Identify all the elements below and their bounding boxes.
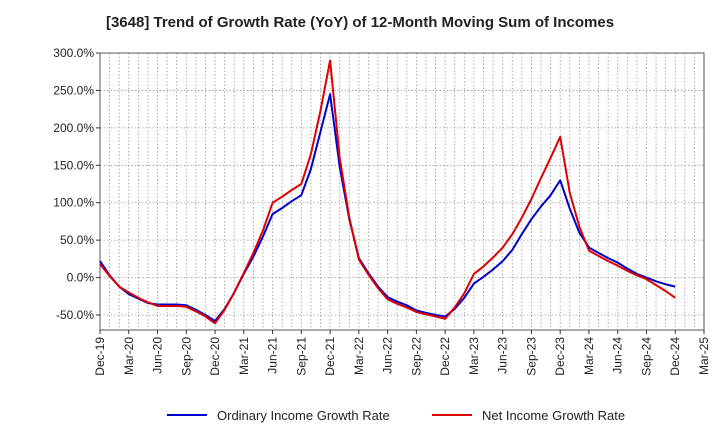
y-tick-label: 150.0% [53, 158, 94, 172]
x-tick-label: Sep-22 [409, 337, 423, 376]
series-line-net-income [99, 59, 676, 325]
x-tick-label: Mar-24 [582, 337, 596, 375]
y-tick-label: -50.0% [56, 308, 94, 322]
legend-item-net: Net Income Growth Rate [432, 405, 625, 425]
x-tick-label: Jun-24 [611, 337, 625, 374]
x-tick-label: Jun-23 [496, 337, 510, 374]
x-tick-label: Sep-23 [524, 337, 538, 376]
series-layer [99, 59, 676, 325]
legend-swatch-ordinary [167, 414, 207, 416]
chart-title: [3648] Trend of Growth Rate (YoY) of 12-… [105, 14, 615, 31]
axis-layer: 300.0% 250.0% 200.0% 150.0% 100.0% 50.0% 0.0% -… [53, 46, 711, 376]
y-tick-label: 250.0% [53, 83, 94, 97]
legend-label-net: Net Income Growth Rate [482, 407, 626, 423]
y-tick-label: 50.0% [60, 233, 94, 247]
x-tick-label: Sep-20 [179, 337, 193, 376]
x-tick-label: Mar-23 [467, 337, 481, 375]
legend-swatch-net [432, 414, 472, 416]
series-line-ordinary-income [99, 93, 676, 322]
x-tick-label: Mar-20 [122, 337, 136, 375]
x-tick-label: Dec-23 [553, 337, 567, 376]
x-tick-label: Dec-19 [93, 337, 107, 376]
legend: Ordinary Income Growth Rate Net Income G… [0, 405, 720, 425]
x-tick-label: Sep-24 [639, 337, 653, 376]
legend-label-ordinary: Ordinary Income Growth Rate [217, 407, 390, 423]
x-tick-label: Jun-22 [381, 337, 395, 374]
x-tick-label: Mar-22 [352, 337, 366, 375]
y-tick-label: 0.0% [67, 271, 95, 285]
x-tick-label: Dec-20 [208, 337, 222, 376]
legend-item-ordinary: Ordinary Income Growth Rate [167, 405, 390, 425]
y-tick-label: 100.0% [53, 196, 94, 210]
plot-frame [99, 52, 705, 331]
x-tick-label: Dec-22 [438, 337, 452, 376]
grid-layer [100, 52, 704, 330]
x-tick-label: Jun-21 [266, 337, 280, 374]
x-tick-label: Mar-25 [697, 337, 711, 375]
x-tick-label: Mar-21 [237, 337, 251, 375]
y-tick-label: 300.0% [53, 46, 94, 60]
x-tick-label: Dec-21 [323, 337, 337, 376]
x-tick-label: Jun-20 [151, 337, 165, 374]
x-tick-label: Dec-24 [668, 337, 682, 376]
y-tick-label: 200.0% [53, 121, 94, 135]
x-tick-label: Sep-21 [294, 337, 308, 376]
